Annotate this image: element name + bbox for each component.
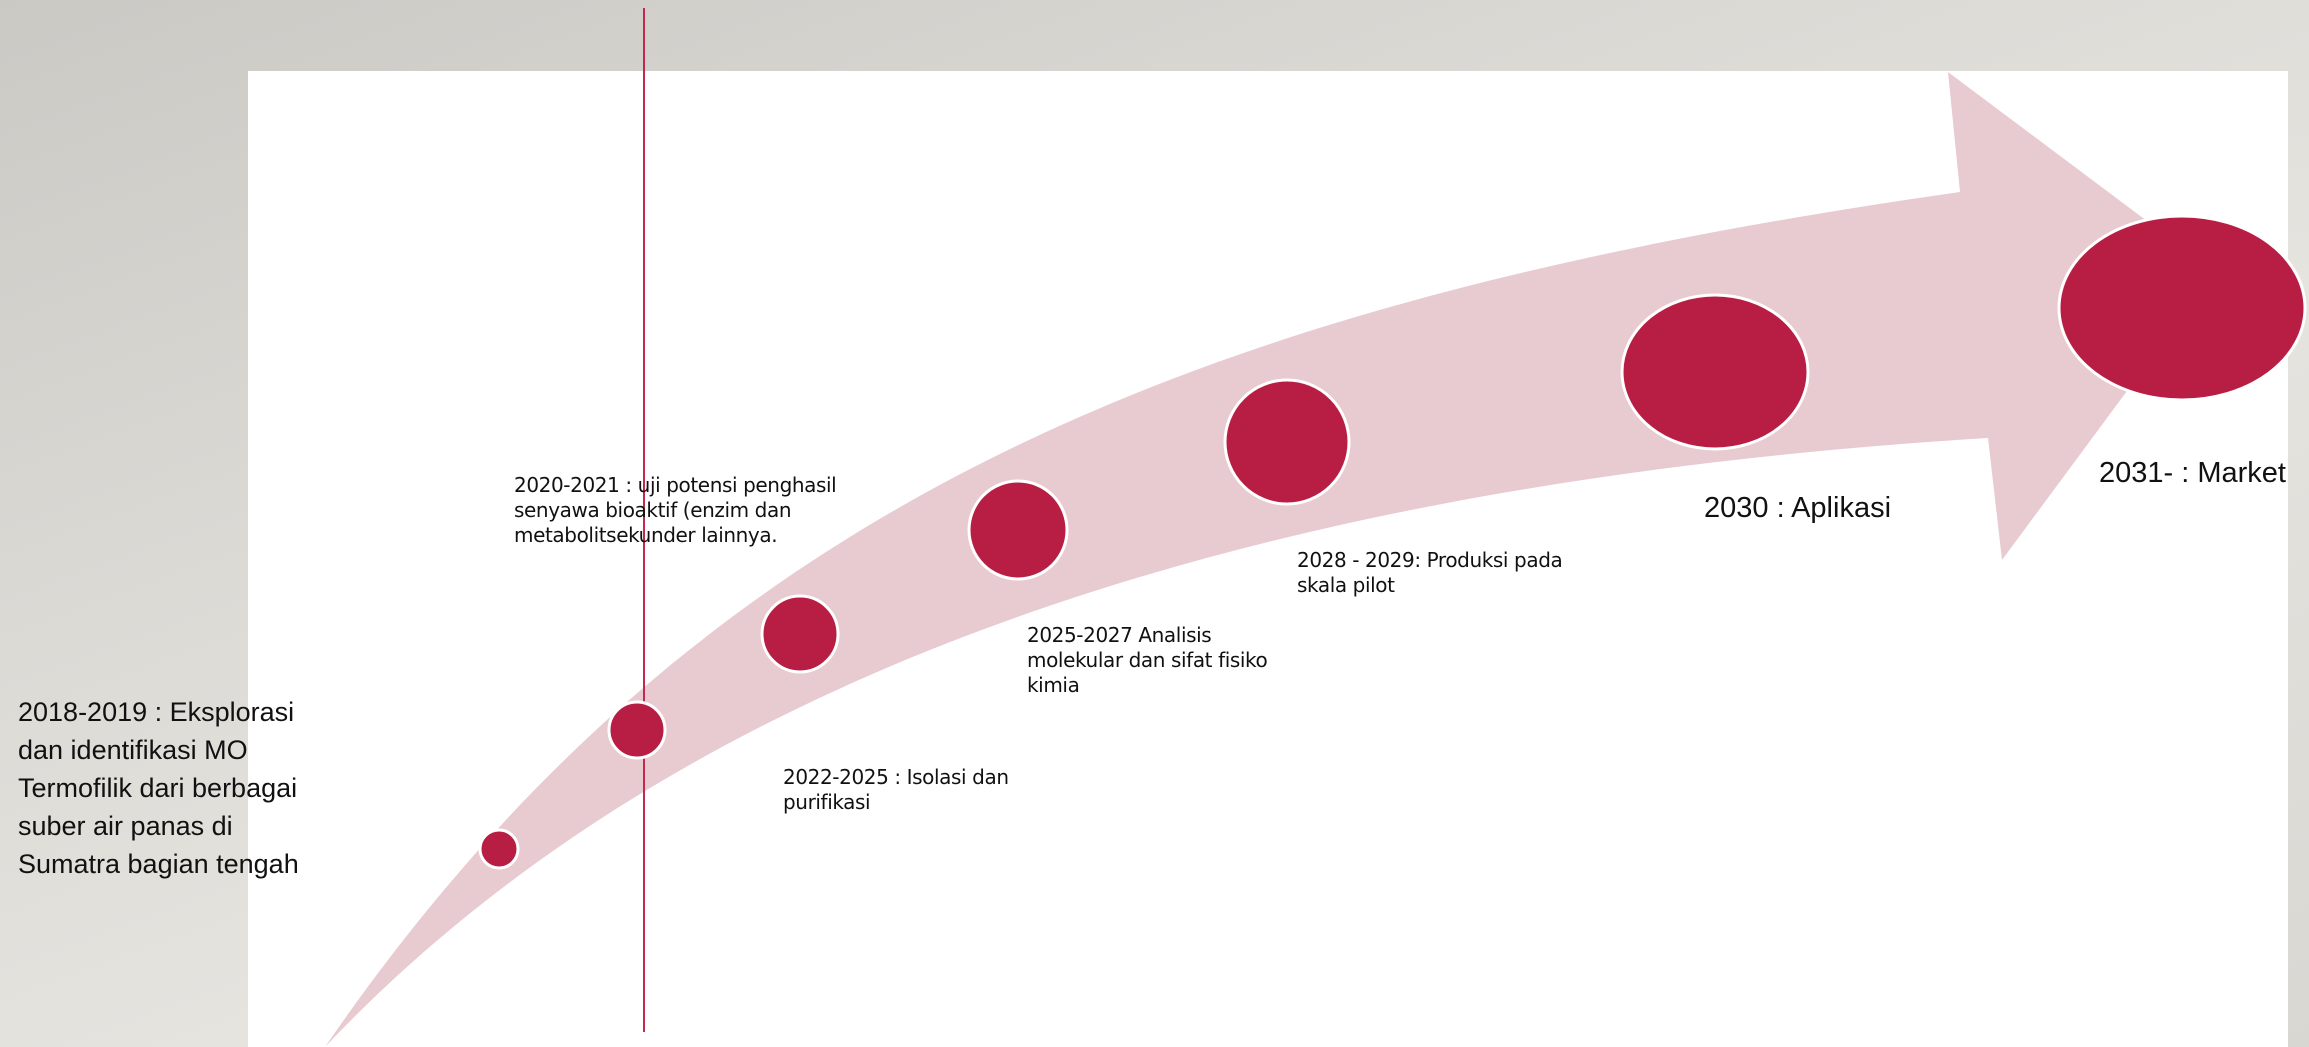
milestone-label-2028: 2028 - 2029: Produksi pada skala pilot [1297,548,1563,597]
milestone-circle-2031 [2057,214,2307,402]
milestone-label-2018: 2018-2019 : Eksplorasi dan identifikasi … [18,697,299,879]
milestone-label-2025: 2025-2027 Analisis molekular dan sifat f… [1027,623,1268,697]
milestone-circle-2028 [1223,378,1351,506]
timeline-arrow [325,72,2215,1047]
milestone-label-2020: 2020-2021 : uji potensi penghasil senyaw… [514,473,837,547]
milestone-circle-2025 [967,479,1069,581]
milestone-label-2022: 2022-2025 : Isolasi dan purifikasi [783,765,1009,814]
milestone-label-2031: 2031- : Market [2099,457,2286,489]
milestone-circle-2018 [478,828,520,870]
milestone-circle-2022 [760,594,840,674]
milestone-circle-2030 [1620,293,1810,451]
milestone-circle-2020 [607,700,667,760]
milestone-label-2030: 2030 : Aplikasi [1704,492,1892,524]
